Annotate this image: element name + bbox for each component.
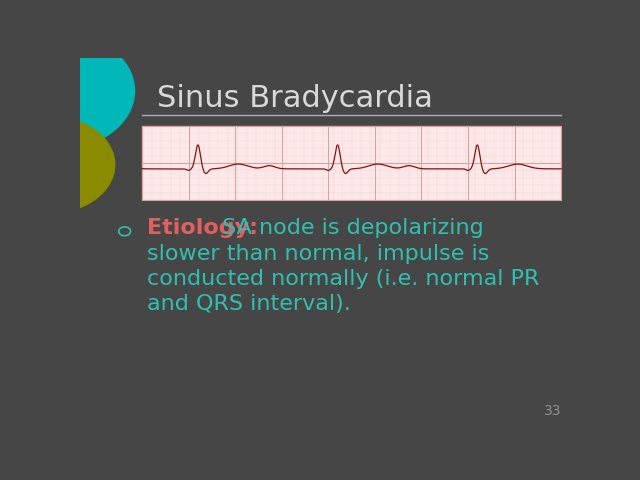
Circle shape [0, 32, 134, 150]
Text: SA node is depolarizing: SA node is depolarizing [216, 218, 484, 239]
Text: conducted normally (i.e. normal PR: conducted normally (i.e. normal PR [147, 269, 540, 288]
Text: and QRS interval).: and QRS interval). [147, 294, 351, 314]
FancyBboxPatch shape [142, 126, 561, 200]
Text: 33: 33 [544, 404, 561, 418]
Circle shape [0, 117, 115, 213]
Text: slower than normal, impulse is: slower than normal, impulse is [147, 243, 490, 264]
Text: Sinus Bradycardia: Sinus Bradycardia [157, 84, 433, 113]
Text: Etiology:: Etiology: [147, 218, 258, 239]
